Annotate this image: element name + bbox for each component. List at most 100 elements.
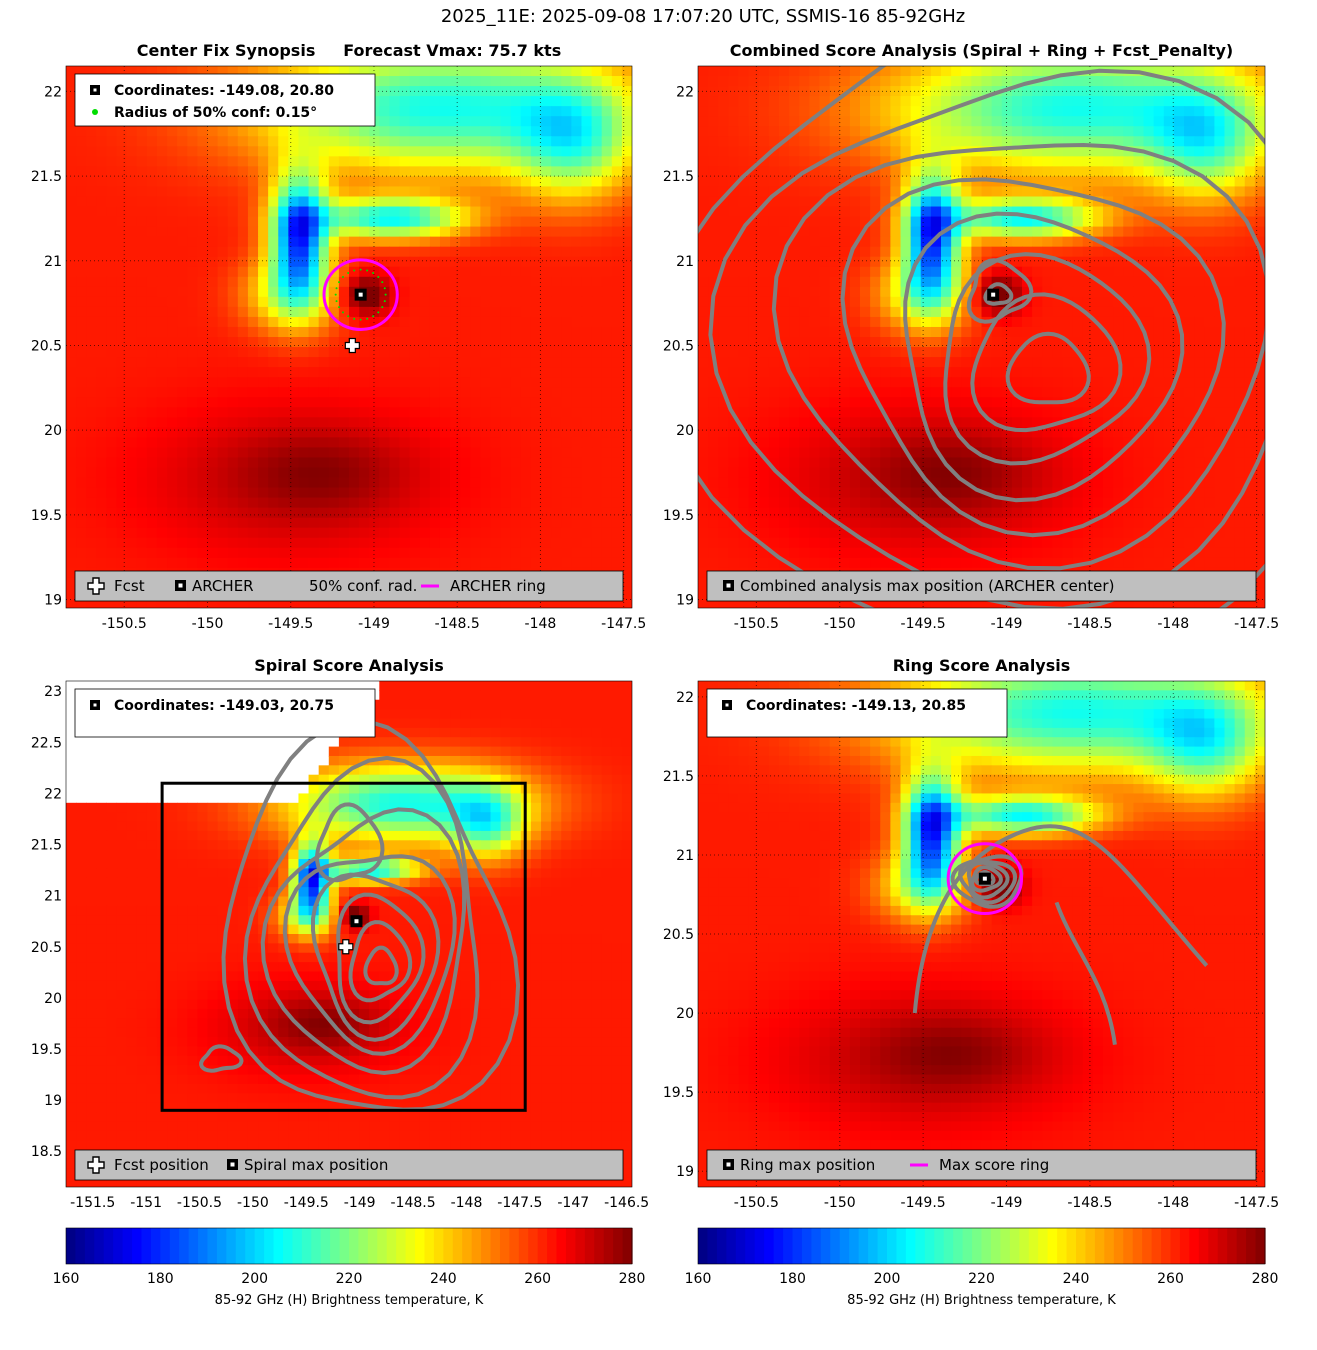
x-tick-label: -148 — [1157, 616, 1189, 632]
x-tick-label: -148 — [1157, 1195, 1189, 1211]
x-tick-label: -149.5 — [268, 616, 313, 632]
info-box — [706, 688, 1008, 738]
panel-p3: -151.5 -151 -150.5 -150 -149.5 -149 -148.5 -148… — [31, 656, 649, 1211]
y-tick-label: 19 — [44, 1093, 62, 1109]
info-dot-icon — [92, 109, 98, 115]
x-tick-label: -150.5 — [734, 1195, 779, 1211]
conf-radius-dot — [377, 275, 380, 278]
info-text: Coordinates: -149.13, 20.85 — [746, 698, 966, 714]
info-text: Coordinates: -149.08, 20.80 — [114, 83, 334, 99]
axes-frame — [697, 680, 1266, 1188]
x-tick-label: -148.5 — [1067, 616, 1112, 632]
colorbar-tick-label: 200 — [874, 1271, 901, 1287]
legend-label: Max score ring — [939, 1156, 1049, 1174]
contour-line — [282, 854, 457, 1056]
colorbar-tick-label: 160 — [685, 1271, 712, 1287]
info-box — [74, 73, 376, 127]
colorbar-tick-label: 260 — [524, 1271, 551, 1287]
y-tick-label: 20.5 — [663, 927, 694, 943]
contour-line — [199, 1044, 244, 1073]
y-tick-label: 21 — [44, 889, 62, 905]
conf-radius-dot — [338, 306, 341, 309]
contours-p4 — [912, 824, 1209, 1045]
x-tick-label: -149.5 — [901, 616, 946, 632]
x-tick-label: -150 — [824, 1195, 856, 1211]
conf-radius-dot — [338, 281, 341, 284]
contours-p3 — [199, 719, 521, 1112]
conf-radius-dot — [353, 269, 356, 272]
y-tick-label: 22.5 — [31, 735, 62, 751]
conf-radius-dot — [372, 272, 375, 275]
conf-radius-dot — [347, 272, 350, 275]
fcst-marker — [338, 939, 354, 955]
panel-p2: -150.5 -150 -149.5 -149 -148.5 -148 -147.5 19 19… — [663, 41, 1279, 632]
y-tick-label: 21.5 — [31, 838, 62, 854]
colorbar-tick-label: 180 — [147, 1271, 174, 1287]
x-tick-label: -148.5 — [1067, 1195, 1112, 1211]
conf-radius-dot — [347, 315, 350, 318]
x-tick-label: -148 — [451, 1195, 483, 1211]
legend-cross-icon — [87, 1156, 105, 1174]
y-tick-label: 19 — [44, 593, 62, 609]
x-tick-label: -150 — [192, 616, 224, 632]
contour-line — [970, 865, 1003, 893]
contour-line — [1005, 331, 1091, 405]
y-tick-label: 21 — [676, 848, 694, 864]
contour-line — [771, 143, 1265, 571]
y-tick-label: 21 — [44, 254, 62, 270]
x-tick-label: -149 — [991, 1195, 1023, 1211]
y-tick-label: 18.5 — [31, 1144, 62, 1160]
colorbar: 160 180 200 220 240 260 280 85-92 GHz (H) Brigh… — [685, 1227, 1278, 1308]
y-tick-label: 20 — [44, 991, 62, 1007]
contour-line — [221, 719, 521, 1112]
conf-radius-dot — [377, 311, 380, 314]
center-marker-inner — [354, 919, 359, 924]
x-tick-label: -147.5 — [601, 616, 646, 632]
y-tick-label: 21.5 — [31, 169, 62, 185]
x-tick-label: -150.5 — [734, 616, 779, 632]
conf-radius-dot — [366, 269, 369, 272]
archer-ring — [946, 842, 1024, 916]
contour-line — [311, 872, 441, 1042]
colorbar-tick-label: 220 — [968, 1271, 995, 1287]
y-tick-label: 22 — [676, 690, 694, 706]
x-tick-label: -149 — [991, 616, 1023, 632]
legend-label: ARCHER ring — [450, 577, 546, 595]
center-marker-inner — [982, 876, 987, 881]
contour-line — [943, 252, 1152, 466]
conf-radius-dot — [366, 317, 369, 320]
panel-title: Center Fix Synopsis Forecast Vmax: 75.7 … — [137, 41, 561, 60]
conf-radius-dot — [359, 268, 362, 271]
conf-radius-dot — [334, 293, 337, 296]
x-tick-label: -146.5 — [604, 1195, 649, 1211]
y-tick-label: 20 — [676, 423, 694, 439]
legend — [706, 570, 1257, 602]
archer-ring — [322, 258, 399, 331]
info-box — [74, 688, 376, 738]
heatmap-p2 — [698, 66, 1265, 608]
panel-p4: -150.5 -150 -149.5 -149 -148.5 -148 -147.5 19 19… — [663, 656, 1279, 1211]
heatmap-p3 — [66, 681, 632, 1187]
x-tick-label: -149 — [358, 616, 390, 632]
x-tick-label: -147 — [557, 1195, 589, 1211]
y-tick-label: 22 — [44, 84, 62, 100]
contour-line — [363, 945, 399, 986]
y-tick-label: 22 — [44, 786, 62, 802]
y-tick-label: 20.5 — [663, 338, 694, 354]
contour-line — [970, 292, 1123, 433]
contour-line — [348, 920, 413, 1003]
y-tick-label: 21.5 — [663, 169, 694, 185]
x-tick-label: -148.5 — [391, 1195, 436, 1211]
panel-title: Combined Score Analysis (Spiral + Ring +… — [730, 41, 1233, 60]
contour-line — [966, 258, 1034, 324]
y-tick-label: 22 — [676, 84, 694, 100]
x-tick-label: -148.5 — [435, 616, 480, 632]
panel-title: Ring Score Analysis — [893, 656, 1071, 675]
analysis-box — [160, 781, 527, 1112]
contour-line — [903, 211, 1185, 503]
x-tick-label: -147.5 — [497, 1195, 542, 1211]
contour-line — [950, 854, 1024, 909]
y-tick-label: 21.5 — [663, 769, 694, 785]
legend-label: Fcst — [114, 577, 145, 595]
